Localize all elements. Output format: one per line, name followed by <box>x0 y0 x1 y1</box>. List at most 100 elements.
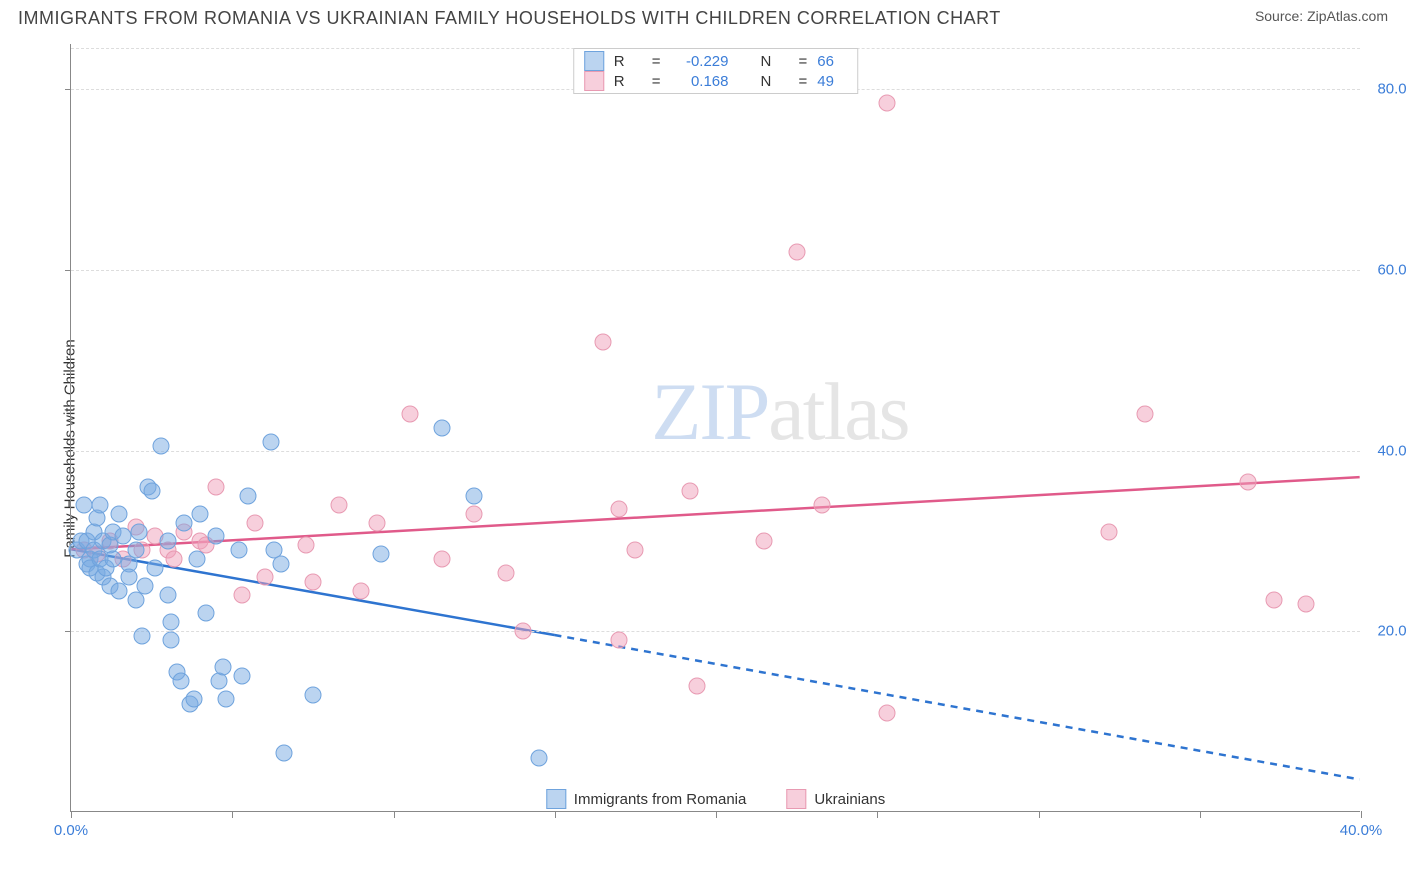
watermark-zip: ZIP <box>651 366 768 457</box>
scatter-point <box>433 551 450 568</box>
scatter-point <box>611 632 628 649</box>
scatter-point <box>208 478 225 495</box>
scatter-point <box>304 573 321 590</box>
source-prefix: Source: <box>1255 8 1307 24</box>
eq-sign: = <box>652 73 661 90</box>
n-value-b: 49 <box>817 73 847 90</box>
scatter-point <box>682 483 699 500</box>
scatter-point <box>172 672 189 689</box>
scatter-point <box>217 691 234 708</box>
scatter-point <box>153 438 170 455</box>
scatter-point <box>1136 406 1153 423</box>
scatter-point <box>611 501 628 518</box>
scatter-point <box>230 541 247 558</box>
scatter-point <box>208 528 225 545</box>
x-tick <box>555 811 556 818</box>
eq-sign: = <box>799 73 808 90</box>
scatter-point <box>188 551 205 568</box>
scatter-point <box>466 505 483 522</box>
scatter-point <box>272 555 289 572</box>
eq-sign: = <box>652 53 661 70</box>
gridline-h <box>71 451 1360 452</box>
legend-item-series-a: Immigrants from Romania <box>546 789 747 809</box>
y-tick <box>65 270 71 271</box>
scatter-point <box>146 560 163 577</box>
scatter-point <box>372 546 389 563</box>
scatter-point <box>304 686 321 703</box>
x-tick <box>71 811 72 818</box>
x-tick <box>1361 811 1362 818</box>
scatter-point <box>466 487 483 504</box>
watermark-atlas: atlas <box>768 366 908 457</box>
scatter-point <box>246 514 263 531</box>
source-name: ZipAtlas.com <box>1307 8 1388 24</box>
scatter-point <box>159 587 176 604</box>
y-tick-label: 40.0% <box>1377 442 1406 459</box>
trend-lines <box>71 44 1360 811</box>
x-tick <box>877 811 878 818</box>
scatter-point <box>166 551 183 568</box>
scatter-point <box>530 749 547 766</box>
scatter-point <box>369 514 386 531</box>
scatter-point <box>133 627 150 644</box>
scatter-point <box>298 537 315 554</box>
n-label: N <box>761 53 789 70</box>
gridline-h <box>71 270 1360 271</box>
scatter-point <box>162 614 179 631</box>
series-a-name: Immigrants from Romania <box>574 791 747 808</box>
scatter-point <box>275 745 292 762</box>
r-value-b: 0.168 <box>671 73 729 90</box>
x-tick-label: 40.0% <box>1340 822 1383 839</box>
scatter-point <box>121 569 138 586</box>
swatch-series-a <box>546 789 566 809</box>
scatter-point <box>198 605 215 622</box>
gridline-h <box>71 631 1360 632</box>
r-label: R <box>614 53 642 70</box>
scatter-point <box>143 483 160 500</box>
scatter-point <box>214 659 231 676</box>
scatter-point <box>1265 591 1282 608</box>
source-label: Source: ZipAtlas.com <box>1255 8 1388 24</box>
scatter-point <box>1240 474 1257 491</box>
scatter-point <box>756 532 773 549</box>
scatter-point <box>401 406 418 423</box>
series-b-name: Ukrainians <box>814 791 885 808</box>
scatter-point <box>175 514 192 531</box>
swatch-series-b <box>786 789 806 809</box>
y-tick-label: 60.0% <box>1377 261 1406 278</box>
scatter-point <box>111 505 128 522</box>
watermark: ZIPatlas <box>651 365 908 459</box>
y-tick <box>65 451 71 452</box>
scatter-point <box>878 704 895 721</box>
y-tick-label: 20.0% <box>1377 623 1406 640</box>
scatter-point <box>788 243 805 260</box>
scatter-point <box>92 496 109 513</box>
x-tick <box>232 811 233 818</box>
eq-sign: = <box>799 53 808 70</box>
scatter-point <box>75 496 92 513</box>
scatter-point <box>233 587 250 604</box>
x-tick <box>1200 811 1201 818</box>
plot-area: ZIPatlas R = -0.229 N = 66 R = 0.168 N = <box>70 44 1360 812</box>
scatter-point <box>433 420 450 437</box>
swatch-series-a <box>584 51 604 71</box>
r-label: R <box>614 73 642 90</box>
y-tick-label: 80.0% <box>1377 81 1406 98</box>
n-label: N <box>761 73 789 90</box>
scatter-point <box>127 541 144 558</box>
legend-item-series-b: Ukrainians <box>786 789 885 809</box>
legend-row-series-b: R = 0.168 N = 49 <box>584 71 848 91</box>
scatter-point <box>114 528 131 545</box>
scatter-point <box>262 433 279 450</box>
scatter-point <box>814 496 831 513</box>
scatter-point <box>688 677 705 694</box>
r-value-a: -0.229 <box>671 53 729 70</box>
scatter-point <box>498 564 515 581</box>
scatter-point <box>159 532 176 549</box>
scatter-point <box>104 551 121 568</box>
scatter-point <box>185 691 202 708</box>
scatter-point <box>162 632 179 649</box>
y-tick <box>65 631 71 632</box>
scatter-point <box>256 569 273 586</box>
legend-row-series-a: R = -0.229 N = 66 <box>584 51 848 71</box>
